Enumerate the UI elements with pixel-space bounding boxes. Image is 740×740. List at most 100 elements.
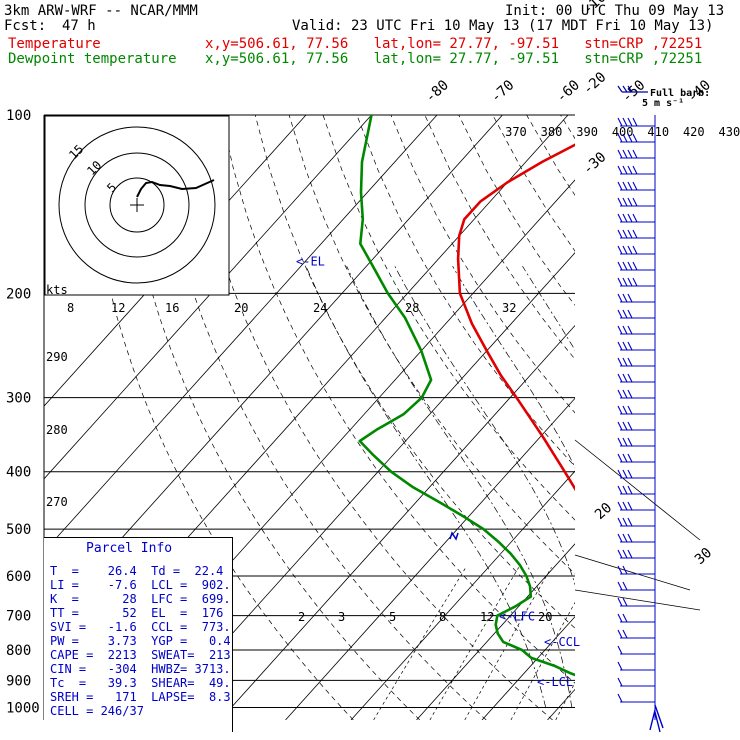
wind-barb xyxy=(617,213,655,223)
wind-barb xyxy=(617,469,655,479)
dry-adiabat-line xyxy=(288,115,575,575)
wind-barb xyxy=(617,437,655,447)
wind-barb xyxy=(617,693,655,703)
wind-barb xyxy=(617,357,655,367)
dry-adiabat-line xyxy=(186,115,553,720)
hodograph-speed-label: 24 xyxy=(313,301,327,315)
dry-adiabat-line xyxy=(730,115,740,720)
hodograph-ring xyxy=(109,177,165,233)
parcel-row: Tc = 39.3 SHEAR= 49. xyxy=(50,676,231,690)
mixing-ratio-line xyxy=(510,601,575,720)
pressure-tick-label: 600 xyxy=(6,569,31,585)
parcel-info-title: Parcel Info xyxy=(86,541,173,556)
isotherm-tick-label: 30 xyxy=(692,545,715,568)
theta-tick-label: 420 xyxy=(683,125,705,139)
valid-time: Valid: 23 UTC Fri 10 May 13 (17 MDT Fri … xyxy=(292,18,714,34)
pressure-tick-label: 500 xyxy=(6,522,31,538)
isotherm-tick-label: -80 xyxy=(422,77,452,106)
hodograph-speed-label: 8 xyxy=(67,301,74,315)
parcel-row: LI = -7.6 LCL = 902. xyxy=(50,578,231,592)
dry-adiabat-line xyxy=(390,115,575,414)
isotherm-line xyxy=(481,616,575,720)
wind-barb xyxy=(617,565,655,575)
wind-barb xyxy=(617,597,655,607)
ccl-annotation: <-CCL xyxy=(544,635,580,649)
wind-barb xyxy=(617,549,655,559)
pressure-tick-label: 300 xyxy=(6,391,31,407)
wind-barb xyxy=(617,421,655,431)
moist-adiabat-line xyxy=(305,266,547,708)
wind-barb xyxy=(617,645,655,655)
parcel-row: CAPE = 2213 SWEAT= 213 xyxy=(50,648,231,662)
dry-adiabat-line xyxy=(119,115,421,720)
dry-adiabat-line xyxy=(458,115,575,306)
el-annotation: <-EL xyxy=(296,254,325,268)
isotherm-line xyxy=(350,470,575,720)
mixing-ratio-tick-label: 2 xyxy=(298,610,305,624)
hodograph-ring xyxy=(84,152,190,258)
profile-temperature-line xyxy=(456,143,575,492)
lfc-annotation: <-LFC xyxy=(499,609,535,623)
profile-dewpoint-line xyxy=(358,115,575,677)
dry-adiabat-line xyxy=(322,115,575,521)
moist-adiabat-line xyxy=(394,266,575,586)
mixing-ratio-tick-label: 8 xyxy=(439,610,446,624)
wind-barb xyxy=(617,677,655,687)
parcel-row: CIN = -304 HWBZ= 3713. xyxy=(50,662,231,676)
wind-barb xyxy=(617,341,655,351)
isotherm-tick-label: -20 xyxy=(580,69,610,98)
wind-barb xyxy=(617,277,655,287)
dry-adiabat-line xyxy=(696,115,740,720)
dry-adiabat-line xyxy=(220,115,575,684)
wind-barb xyxy=(617,133,655,143)
mixing-ratio-line xyxy=(464,567,552,720)
hodograph-speed-label: 20 xyxy=(234,301,248,315)
legend-dewpoint-location: x,y=506.61, 77.56 lat,lon= 27.77, -97.51… xyxy=(205,51,703,67)
wind-barb xyxy=(617,485,655,495)
model-title: 3km ARW-WRF -- NCAR/MMM xyxy=(4,3,198,19)
mixing-ratio-line xyxy=(373,567,467,720)
forecast-hour: 47 h xyxy=(62,18,96,34)
isotherm-tick-label: 20 xyxy=(592,500,615,523)
legend-temperature: Temperature xyxy=(8,36,101,52)
wind-barb xyxy=(617,309,655,319)
surface-wind-barb xyxy=(649,704,664,733)
theta-tick-label: 390 xyxy=(576,125,598,139)
hodograph-trace xyxy=(136,179,215,198)
hodograph-ring xyxy=(58,126,216,284)
wind-barb xyxy=(617,149,655,159)
theta-tick-label: 290 xyxy=(46,350,68,364)
hodograph-speed-label: 12 xyxy=(111,301,125,315)
barb-legend-sample xyxy=(617,85,648,93)
parcel-row: PW = 3.73 YGP = 0.4 xyxy=(50,634,231,648)
theta-tick-label: 380 xyxy=(541,125,563,139)
wind-barb xyxy=(617,197,655,207)
dry-adiabat-line xyxy=(254,115,575,629)
forecast-label: Fcst: xyxy=(4,18,47,34)
legend-dewpoint: Dewpoint temperature xyxy=(8,51,177,67)
isotherm-line xyxy=(416,543,575,720)
parcel-info-panel: Parcel Info T = 26.4 Td = 22.4 LI = -7.6… xyxy=(44,537,233,732)
hodograph-speed-label: 28 xyxy=(405,301,419,315)
pressure-tick-label: 900 xyxy=(6,673,31,689)
moist-adiabat-line xyxy=(522,266,575,351)
wind-barb xyxy=(617,533,655,543)
isotherm-tick-label: -10 xyxy=(580,0,610,18)
isotherm-line xyxy=(679,115,740,720)
wind-barb xyxy=(617,245,655,255)
mixing-ratio-tick-label: 3 xyxy=(338,610,345,624)
pressure-tick-label: 700 xyxy=(6,609,31,625)
wind-barb xyxy=(617,165,655,175)
theta-tick-label: 370 xyxy=(505,125,527,139)
hodograph-speed-label: 16 xyxy=(165,301,179,315)
theta-tick-label: 400 xyxy=(612,125,634,139)
pressure-tick-label: 100 xyxy=(6,108,31,124)
moist-adiabat-line xyxy=(346,266,573,708)
legend-temperature-location: x,y=506.61, 77.56 lat,lon= 27.77, -97.51… xyxy=(205,36,703,52)
barb-legend-title: Full barb: xyxy=(650,88,710,99)
pressure-tick-label: 400 xyxy=(6,465,31,481)
wind-barb xyxy=(617,293,655,303)
isotherm-tick-label: -70 xyxy=(488,77,518,106)
